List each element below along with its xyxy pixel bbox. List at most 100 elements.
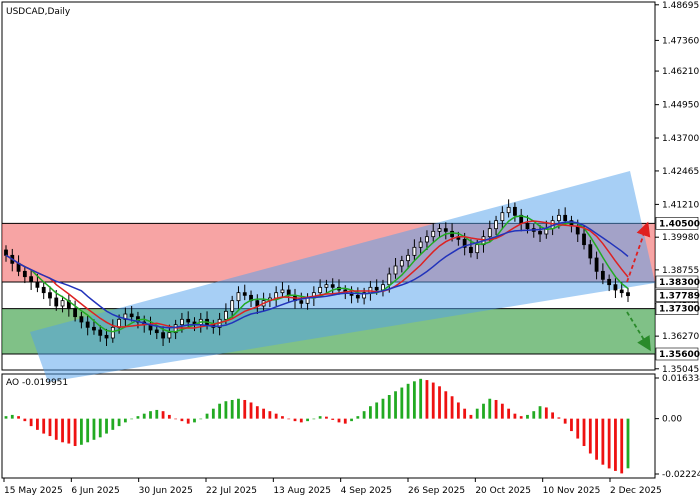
- ao-bar-up: [356, 416, 360, 419]
- candle-body-down: [525, 222, 530, 230]
- level-tag-support-text: 1.37300: [659, 305, 700, 315]
- candle: [588, 239, 593, 265]
- ao-bar-down: [186, 418, 190, 424]
- candle: [129, 306, 134, 322]
- ao-bar-down: [425, 380, 429, 419]
- candle: [73, 300, 78, 322]
- candle-body-down: [242, 292, 247, 296]
- ao-bar-up: [130, 418, 134, 420]
- price-tick-label: 1.36270: [662, 332, 699, 342]
- price-tick-label: 1.35045: [662, 365, 699, 375]
- ao-bar-down: [174, 418, 178, 420]
- candle-body-down: [161, 332, 165, 339]
- candle: [22, 266, 27, 284]
- date-tick-label: 20 Oct 2025: [475, 486, 531, 496]
- candle-body-up: [399, 260, 404, 267]
- candle: [425, 230, 429, 250]
- forecast-arrows-layer: [626, 221, 651, 352]
- ao-bar-down: [281, 416, 284, 419]
- candle: [600, 263, 605, 285]
- ao-bar-up: [117, 418, 121, 427]
- ao-bar-up: [419, 378, 423, 419]
- ao-tick-label: 0.016334: [662, 374, 700, 384]
- candle: [48, 286, 52, 306]
- current-price-tag: 1.37789: [655, 289, 700, 302]
- level-tag-resistance-text: 1.40500: [659, 219, 700, 229]
- candle: [406, 248, 411, 269]
- ao-bar-up: [350, 418, 353, 422]
- ao-bar-up: [123, 418, 127, 423]
- level-tag-pivot-text: 1.38300: [659, 278, 700, 288]
- candle: [299, 292, 304, 309]
- date-tick-label: 2 Dec 2025: [610, 486, 662, 496]
- level-tag-target-box: [655, 347, 699, 361]
- ao-bar-down: [456, 402, 460, 419]
- date-tick-label: 30 Jun 2025: [139, 486, 193, 496]
- ao-bar-up: [149, 411, 152, 419]
- ao-bar-down: [601, 418, 605, 465]
- ao-bar-up: [488, 398, 492, 419]
- candle-body-down: [594, 257, 599, 272]
- candle-body-down: [462, 238, 467, 248]
- ao-bar-down: [507, 408, 511, 419]
- candle-body-up: [425, 236, 429, 243]
- candle: [431, 223, 436, 242]
- ao-bar-down: [299, 418, 303, 423]
- ao-bar-down: [48, 418, 52, 437]
- candle-body-up: [393, 265, 398, 275]
- ao-bar-down: [551, 412, 555, 419]
- level-tag-target-text: 1.35600: [659, 350, 700, 360]
- level-tag-target: 1.35600: [655, 347, 700, 361]
- candle-body-up: [500, 212, 505, 222]
- candle-body-down: [48, 292, 52, 299]
- candle-body-down: [255, 300, 260, 307]
- ao-bar-up: [230, 399, 234, 419]
- current-price-tag-box: [655, 289, 699, 302]
- candle-body-down: [98, 329, 103, 336]
- candle-body-up: [475, 244, 480, 254]
- date-tick-label: 4 Sep 2025: [341, 486, 392, 496]
- ao-bar-down: [293, 418, 297, 422]
- ao-bar-up: [205, 413, 209, 419]
- candle-body-down: [619, 289, 624, 294]
- candle-body-down: [626, 292, 630, 297]
- level-tag-resistance-box: [655, 217, 699, 230]
- ao-bar-down: [620, 418, 624, 474]
- candle: [41, 282, 46, 300]
- candle: [173, 319, 178, 340]
- candle-body-up: [60, 300, 65, 307]
- ao-bar-up: [136, 416, 140, 419]
- date-tick-label: 13 Aug 2025: [273, 486, 331, 496]
- chart-title: USDCAD,Daily: [6, 7, 71, 17]
- candle-body-down: [286, 289, 291, 296]
- candle-body-down: [104, 334, 109, 339]
- candle: [355, 287, 360, 303]
- candle: [513, 202, 517, 222]
- level-tag-support: 1.37300: [655, 302, 700, 315]
- ao-bar-up: [526, 414, 529, 419]
- ao-bar-down: [268, 411, 272, 419]
- channel-layer: [30, 171, 655, 382]
- candle-body-up: [556, 214, 561, 222]
- date-tick-label: 22 Jul 2025: [206, 486, 257, 496]
- ao-bar-up: [482, 403, 485, 419]
- price-tick-label: 1.48695: [662, 1, 699, 11]
- candle: [104, 328, 109, 346]
- ao-bar-down: [513, 413, 517, 419]
- ao-bar-up: [369, 406, 372, 419]
- price-tick-label: 1.47360: [662, 36, 699, 46]
- candle: [412, 239, 417, 261]
- candle-body-down: [374, 286, 379, 291]
- candle-body-up: [110, 326, 115, 339]
- candle-body-down: [330, 284, 335, 288]
- ao-bar-down: [36, 418, 39, 430]
- ao-histogram-layer: [4, 378, 630, 474]
- date-tick-label: 10 Nov 2025: [543, 486, 601, 496]
- ao-bar-down: [570, 418, 573, 432]
- price-tick-label: 1.42465: [662, 167, 699, 177]
- ao-bar-up: [86, 418, 90, 443]
- price-tick-label: 1.44950: [662, 101, 699, 111]
- ao-bar-down: [431, 382, 435, 419]
- ao-bar-up: [199, 418, 203, 420]
- price-tick-label: 1.46210: [662, 67, 699, 77]
